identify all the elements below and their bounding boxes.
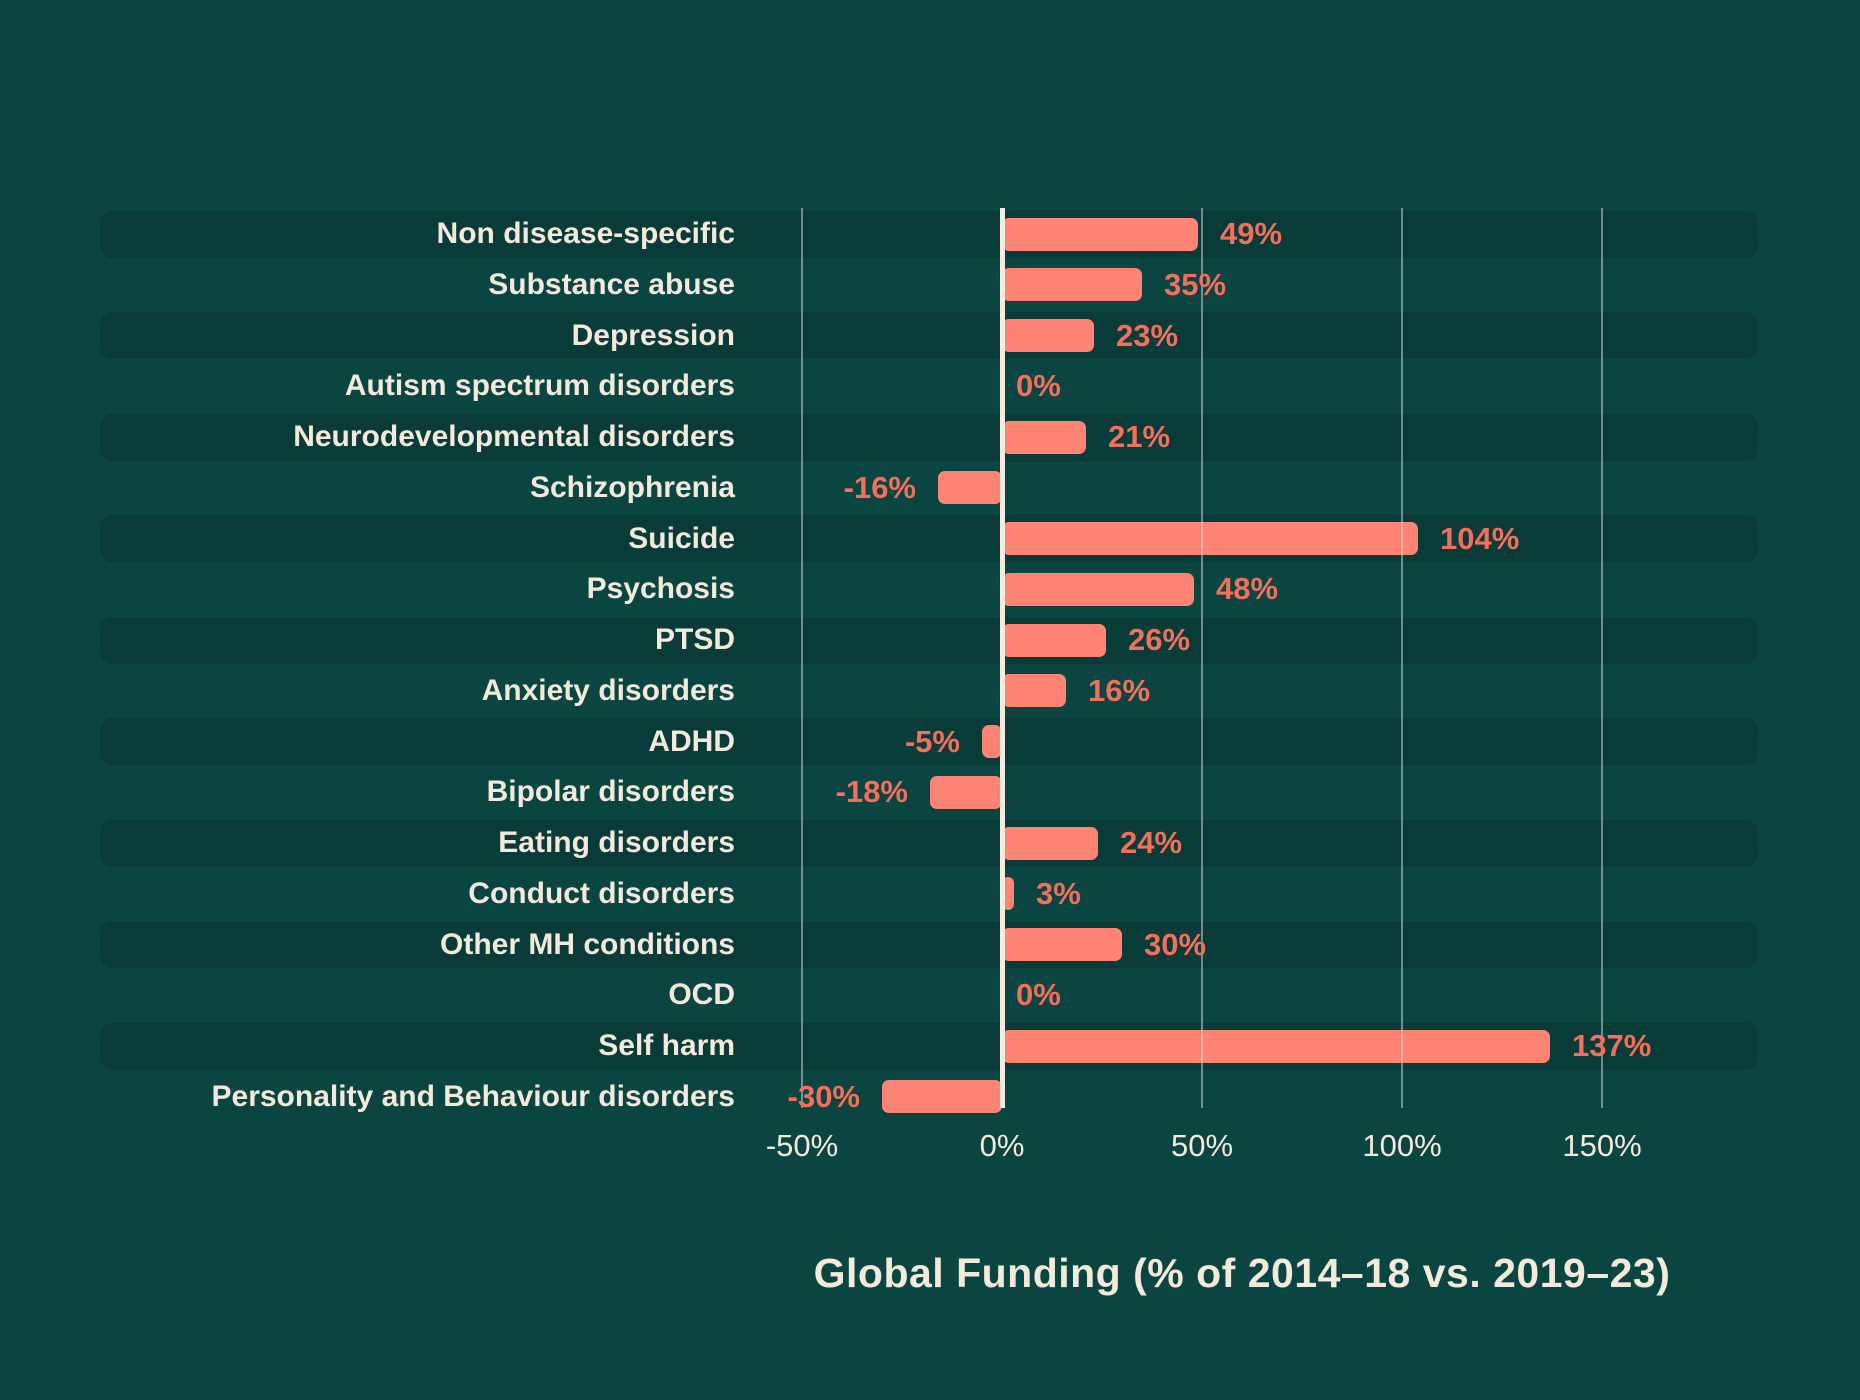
- category-label: Substance abuse: [488, 267, 735, 301]
- category-label: Self harm: [598, 1029, 735, 1063]
- bar: [1002, 826, 1098, 860]
- bar: [1002, 420, 1086, 454]
- bar: [1002, 928, 1122, 962]
- value-label: 0%: [1016, 977, 1061, 1013]
- gridline: [1201, 208, 1203, 1108]
- bar: [1002, 877, 1014, 911]
- x-axis-tick-label: 150%: [1562, 1128, 1642, 1163]
- bar: [1002, 217, 1198, 251]
- row-stripe: [100, 819, 1758, 867]
- zero-gridline: [999, 208, 1005, 1108]
- bar: [1002, 623, 1106, 657]
- value-label: 3%: [1036, 875, 1081, 911]
- value-label: 49%: [1220, 216, 1283, 251]
- category-label: ADHD: [648, 724, 735, 758]
- value-label: 26%: [1128, 622, 1191, 658]
- x-axis-tick-label: 50%: [1170, 1128, 1234, 1163]
- value-label: -18%: [835, 774, 908, 810]
- category-label: Schizophrenia: [529, 470, 735, 504]
- value-label: 137%: [1572, 1028, 1652, 1064]
- row-stripe: [100, 616, 1758, 664]
- category-label: Anxiety disorders: [481, 673, 735, 707]
- value-label: -16%: [843, 469, 916, 505]
- category-label: Psychosis: [586, 572, 735, 606]
- bar: [982, 725, 1002, 759]
- bar: [1002, 674, 1066, 708]
- bar: [938, 471, 1002, 505]
- category-label: Eating disorders: [498, 826, 735, 860]
- value-label: 35%: [1164, 266, 1227, 302]
- value-label: 24%: [1120, 825, 1183, 861]
- bar: [930, 775, 1002, 809]
- category-label: Personality and Behaviour disorders: [211, 1079, 736, 1113]
- value-label: 16%: [1088, 672, 1151, 708]
- bar: [1002, 522, 1418, 556]
- bar: [882, 1080, 1002, 1114]
- value-label: 0%: [1016, 368, 1061, 404]
- row-stripe: [100, 718, 1758, 766]
- value-label: 21%: [1108, 419, 1171, 455]
- category-label: Bipolar disorders: [486, 775, 735, 809]
- category-label: Depression: [571, 318, 735, 352]
- gridline: [1401, 208, 1403, 1108]
- row-stripe: [100, 210, 1758, 258]
- bar: [1002, 319, 1094, 353]
- category-label: Autism spectrum disorders: [344, 369, 735, 403]
- category-label: PTSD: [654, 623, 735, 657]
- bar: [1002, 1029, 1550, 1063]
- category-label: Suicide: [628, 521, 735, 555]
- value-label: 48%: [1216, 571, 1279, 607]
- gridline: [801, 208, 803, 1108]
- row-stripe: [100, 515, 1758, 563]
- value-label: 30%: [1144, 926, 1207, 962]
- x-axis-tick-label: 100%: [1362, 1128, 1442, 1163]
- value-label: -30%: [787, 1078, 860, 1114]
- value-label: 23%: [1116, 317, 1179, 353]
- category-label: Neurodevelopmental disorders: [293, 420, 735, 454]
- chart-title: Global Funding (% of 2014–18 vs. 2019–23…: [813, 1250, 1671, 1296]
- row-stripe: [100, 921, 1758, 969]
- category-label: OCD: [668, 978, 735, 1012]
- row-stripe: [100, 312, 1758, 360]
- x-axis-tick-label: 0%: [979, 1128, 1025, 1163]
- category-label: Other MH conditions: [440, 927, 735, 961]
- bar: [1002, 572, 1194, 606]
- row-stripe: [100, 413, 1758, 461]
- x-axis-tick-label: -50%: [765, 1128, 839, 1163]
- category-label: Conduct disorders: [468, 876, 735, 910]
- value-label: -5%: [904, 723, 960, 759]
- gridline: [1601, 208, 1603, 1108]
- bar: [1002, 268, 1142, 302]
- value-label: 104%: [1440, 520, 1520, 556]
- category-label: Non disease-specific: [436, 217, 735, 250]
